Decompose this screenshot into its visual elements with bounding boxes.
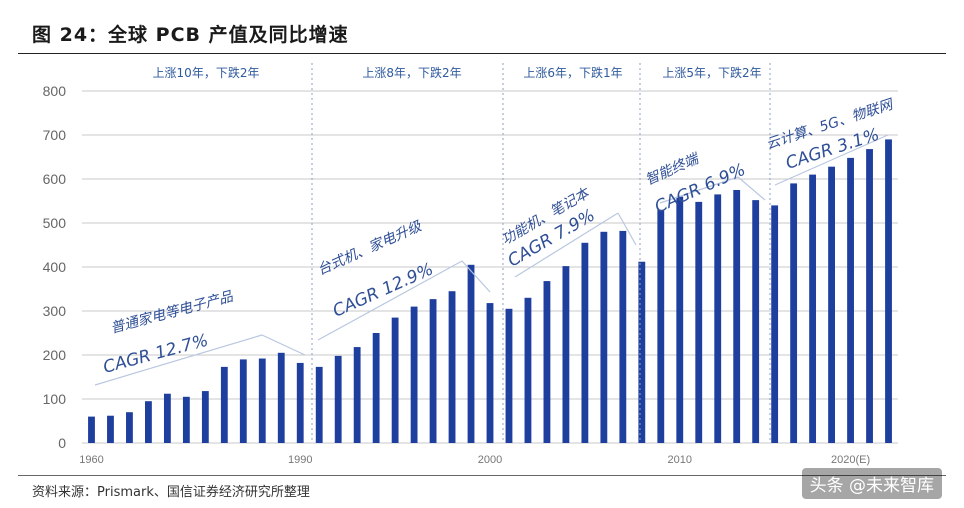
bar — [638, 261, 646, 443]
bar — [486, 303, 494, 443]
bar — [467, 264, 475, 443]
y-tick-label: 700 — [43, 127, 67, 143]
bar — [866, 149, 873, 443]
y-tick-label: 500 — [43, 215, 67, 231]
trend-line — [94, 334, 263, 386]
bar — [201, 391, 209, 443]
bar — [239, 359, 247, 443]
bar — [524, 297, 532, 443]
bar — [448, 291, 456, 443]
bar — [790, 183, 798, 443]
y-tick-label: 800 — [43, 83, 67, 99]
pcb-output-bar-chart: 0 100 200 300 400 500 600 700 800 1960 1990 2000 201… — [43, 63, 898, 466]
phase-label: 上涨8年，下跌2年 — [362, 65, 461, 80]
bar — [657, 209, 665, 443]
trend-line — [737, 176, 766, 201]
y-tick-label: 300 — [43, 303, 67, 319]
x-tick-label: 2010 — [668, 454, 692, 466]
phase-label: 上涨10年，下跌2年 — [153, 65, 260, 80]
bar — [619, 230, 627, 443]
title-rule — [18, 53, 946, 54]
bar — [809, 174, 817, 443]
source-rule — [18, 475, 946, 476]
bar — [885, 139, 892, 443]
bar — [163, 393, 171, 443]
bar — [410, 306, 418, 443]
trend-line — [261, 334, 306, 356]
bar — [107, 415, 114, 443]
trend-line — [774, 134, 889, 186]
bar — [334, 355, 342, 443]
y-tick-label: 600 — [43, 171, 67, 187]
bar — [771, 205, 779, 443]
bar — [277, 352, 285, 443]
x-tick-label: 2020(E) — [831, 454, 870, 466]
x-tick-label: 1960 — [79, 454, 103, 466]
trend-line — [659, 176, 739, 204]
trend-line — [514, 212, 619, 278]
y-tick-label: 0 — [58, 435, 66, 451]
y-tick-label: 200 — [43, 347, 67, 363]
bar — [828, 166, 835, 443]
annotation-cagr: CAGR 12.7% — [101, 331, 210, 378]
bar — [258, 358, 266, 443]
bar — [391, 317, 399, 443]
x-tick-label: 2000 — [478, 454, 502, 466]
x-tick-label: 1990 — [288, 454, 312, 466]
annotation-label: 普通家电等电子产品 — [109, 289, 236, 337]
bar — [752, 200, 760, 443]
figure-title: 图 24：全球 PCB 产值及同比增速 — [32, 24, 349, 46]
bar — [353, 347, 361, 443]
bar — [581, 242, 589, 443]
trend-line — [617, 212, 637, 246]
source-note: 资料来源：Prismark、国信证券经济研究所整理 — [32, 485, 310, 500]
trend-line — [461, 260, 491, 293]
watermark: 头条 @未来智库 — [801, 468, 942, 499]
bar — [676, 196, 684, 443]
bar — [429, 299, 437, 443]
bar — [315, 366, 323, 443]
phase-label: 上涨5年，下跌2年 — [662, 65, 761, 80]
bar — [695, 201, 703, 443]
bar — [372, 333, 380, 443]
bar — [600, 231, 608, 443]
bar — [296, 362, 304, 443]
bar — [733, 190, 741, 443]
bar — [88, 416, 95, 443]
bar — [847, 157, 854, 443]
bar — [182, 396, 190, 443]
trend-line — [317, 260, 463, 341]
bar — [220, 366, 228, 443]
bar — [126, 412, 133, 443]
bar — [562, 266, 570, 443]
bar — [714, 194, 722, 443]
bar — [145, 401, 152, 443]
annotation-cagr: CAGR 12.9% — [330, 259, 437, 321]
y-tick-label: 100 — [43, 391, 67, 407]
phase-label: 上涨6年，下跌1年 — [523, 65, 622, 80]
bar — [505, 308, 513, 443]
bar — [543, 281, 551, 443]
y-tick-label: 400 — [43, 259, 67, 275]
